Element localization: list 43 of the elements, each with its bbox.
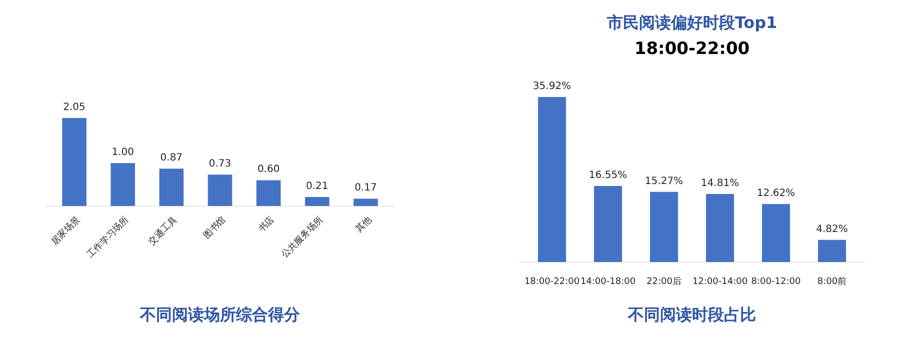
bar xyxy=(305,196,330,206)
bar xyxy=(208,174,232,206)
text: 18:00-22:00 xyxy=(634,39,750,59)
x-tick-label: 交通工具 xyxy=(146,214,180,248)
data-label: 0.21 xyxy=(306,180,328,192)
data-label: 1.00 xyxy=(112,147,134,158)
data-label: 15.27% xyxy=(644,176,684,187)
x-tick-label: 12:00-14:00 xyxy=(692,277,748,287)
x-tick-label: 8:00前 xyxy=(817,276,847,287)
x-tick-label: 其他 xyxy=(353,214,374,235)
x-tick-label: 书店 xyxy=(256,214,277,235)
bar xyxy=(110,163,135,206)
bar xyxy=(762,204,790,262)
bar xyxy=(650,192,678,262)
data-label: 0.60 xyxy=(257,164,280,176)
bar xyxy=(62,118,86,206)
x-tick-label: 14:00-18:00 xyxy=(580,277,636,287)
data-label: 0.87 xyxy=(160,152,183,164)
data-label: 12.62% xyxy=(756,188,796,200)
x-tick-label: 图书馆 xyxy=(201,214,228,242)
bar xyxy=(706,194,734,262)
x-tick-label: 工作学习场所 xyxy=(85,214,131,260)
x-tick-label: 居家场景 xyxy=(49,214,82,248)
data-label: 0.17 xyxy=(354,182,377,194)
x-tick-label: 18:00-22:00 xyxy=(524,277,580,287)
x-tick-label: 8:00-12:00 xyxy=(751,277,801,287)
bar xyxy=(159,168,184,206)
text: 市民阅读偏好时段Top1 xyxy=(606,13,778,32)
x-tick-label: 公共服务场所 xyxy=(279,214,326,260)
x-tick-label: 22:00后 xyxy=(646,276,682,287)
bar xyxy=(594,186,622,262)
text: 不同阅读时段占比 xyxy=(627,305,756,324)
text: 不同阅读场所综合得分 xyxy=(139,305,301,324)
bar xyxy=(818,240,846,262)
data-label: 14.81% xyxy=(700,178,740,189)
data-label: 4.82% xyxy=(816,224,848,235)
data-label: 35.92% xyxy=(532,81,572,92)
data-label: 16.55% xyxy=(588,170,628,181)
bar xyxy=(354,198,378,206)
bar xyxy=(256,180,281,206)
data-label: 2.05 xyxy=(63,102,86,113)
data-label: 0.73 xyxy=(208,158,232,170)
bar xyxy=(538,97,566,262)
